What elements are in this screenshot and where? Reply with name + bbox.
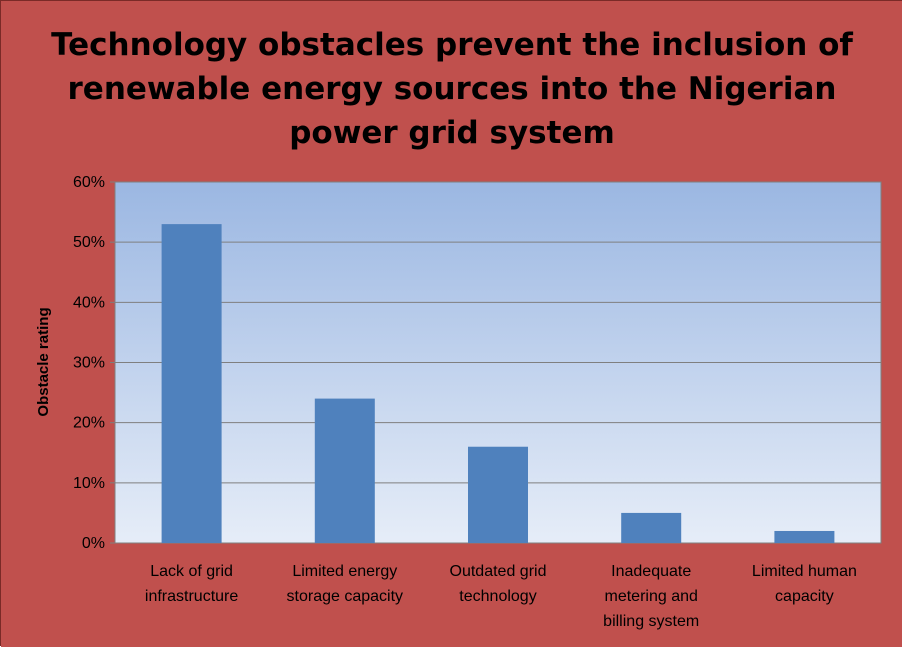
x-category-label: Limited human capacity — [752, 563, 857, 605]
y-tick-label: 40% — [73, 294, 105, 311]
bar — [621, 512, 682, 543]
x-category-label: Outdated grid technology — [450, 563, 547, 605]
x-axis-categories: Lack of grid infrastructure Limited energy… — [145, 563, 857, 630]
chart-title-line-2: renewable energy sources into the Nigeri… — [68, 71, 837, 107]
y-axis-title: Obstacle rating — [35, 307, 52, 416]
chart-title-line-3: power grid system — [289, 115, 615, 151]
x-category-label: Limited energy storage capacity — [287, 563, 404, 605]
y-tick-label: 20% — [73, 415, 105, 432]
bar — [468, 446, 528, 543]
chart-title-line-1: Technology obstacles prevent the inclusi… — [51, 27, 853, 63]
y-axis-ticks: 0% 10% 20% 30% 40% 50% 60% — [73, 174, 115, 552]
x-category-label: Inadequate metering and billing system — [603, 563, 699, 630]
chart-title: Technology obstacles prevent the inclusi… — [51, 27, 853, 151]
y-tick-label: 50% — [73, 234, 105, 251]
y-tick-label: 0% — [82, 535, 105, 552]
y-tick-label: 30% — [73, 355, 105, 372]
x-category-label: Lack of grid infrastructure — [145, 563, 238, 605]
bar — [161, 224, 222, 543]
bars — [161, 224, 835, 543]
y-tick-label: 10% — [73, 475, 105, 492]
y-tick-label: 60% — [73, 174, 105, 191]
bar — [774, 530, 835, 543]
bar — [314, 398, 375, 543]
